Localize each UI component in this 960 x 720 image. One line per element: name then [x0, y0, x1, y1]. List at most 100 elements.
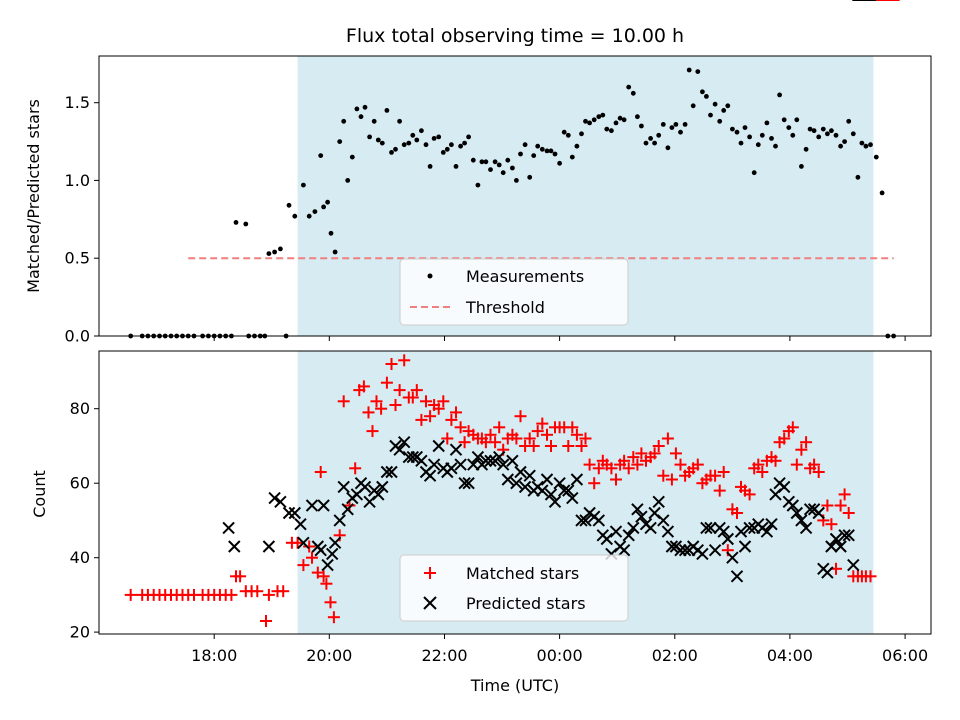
top-axes-frame: [98, 55, 932, 337]
predicted-star-point: [523, 469, 536, 482]
predicted-star-point: [838, 529, 851, 542]
predicted-star-point: [627, 521, 640, 535]
predicted-star-point: [834, 540, 847, 553]
predicted-star-point: [294, 517, 307, 531]
bottom-x-tick-label: 02:00: [652, 646, 698, 665]
measurement-point: [799, 164, 804, 169]
measurement-point: [548, 148, 554, 154]
legend-predicted-label: Predicted stars: [466, 594, 586, 613]
matched-star-point: [291, 536, 304, 549]
measurement-point: [738, 140, 744, 146]
measurement-point: [660, 122, 666, 127]
measurement-point: [272, 249, 277, 255]
measurement-point: [332, 249, 338, 255]
predicted-star-point: [743, 521, 756, 535]
predicted-star-point: [449, 443, 463, 456]
measurement-point: [678, 129, 683, 135]
legend-measurements-marker: [427, 273, 433, 279]
predicted-star-point: [704, 521, 717, 535]
measurement-point: [682, 122, 688, 127]
measurement-point: [833, 132, 839, 138]
measurement-point: [721, 108, 727, 113]
matched-star-point: [493, 421, 506, 434]
matched-star-point: [790, 458, 803, 471]
top-x-ticks: [213, 336, 906, 341]
predicted-star-point: [393, 443, 406, 456]
measurement-point: [466, 134, 471, 140]
legend-predicted-marker: [423, 596, 437, 610]
predicted-star-point: [510, 476, 523, 490]
matched-star-point: [441, 432, 454, 445]
measurement-point: [587, 120, 592, 126]
predicted-star-point: [518, 480, 532, 494]
measurement-point: [233, 220, 239, 225]
measurement-point: [419, 128, 424, 134]
top-y-ticks: 0.0 0.5 1.0 1.5: [65, 93, 99, 346]
measurement-point: [695, 69, 701, 74]
predicted-star-point: [847, 558, 860, 572]
matched-star-point: [808, 458, 821, 471]
predicted-star-point: [548, 495, 562, 509]
measurement-point: [859, 140, 865, 146]
matched-star-point: [420, 395, 432, 408]
matched-star-point: [665, 473, 678, 486]
matched-star-point: [514, 410, 527, 423]
matched-star-point: [691, 458, 704, 471]
matched-star-point: [709, 469, 722, 482]
predicted-star-point: [314, 543, 327, 557]
matched-star-point: [531, 425, 544, 438]
measurement-point: [531, 153, 537, 159]
measurement-point: [354, 106, 360, 112]
matched-star-point: [661, 432, 674, 445]
predicted-star-point: [380, 465, 394, 479]
bottom-y-tick-label: 60: [70, 474, 90, 493]
measurement-point: [539, 146, 545, 152]
top-y-tick-label: 0.5: [65, 249, 90, 268]
matched-star-point: [821, 499, 834, 512]
measurement-point: [764, 120, 770, 126]
measurement-point: [475, 182, 481, 188]
measurement-point: [488, 167, 493, 173]
matched-star-point: [398, 354, 411, 367]
predicted-star-point: [592, 514, 606, 527]
measurement-point: [781, 117, 787, 123]
bottom-x-tick-label: 04:00: [767, 646, 813, 665]
measurement-point: [630, 90, 636, 96]
measurement-point: [286, 202, 292, 208]
predicted-star-point: [842, 529, 855, 542]
matched-star-point: [592, 462, 605, 475]
matched-star-point: [389, 399, 402, 411]
measurement-point: [243, 221, 249, 227]
predicted-star-point: [514, 465, 527, 479]
measurement-point: [337, 139, 343, 145]
matched-star-point: [260, 615, 272, 627]
bottom-x-tick-label: 06:00: [882, 646, 928, 665]
matched-star-point: [349, 462, 362, 475]
matched-star-point: [320, 577, 333, 590]
measurement-point: [522, 142, 528, 148]
bottom-x-tick-label: 00:00: [537, 646, 583, 665]
measurement-point: [769, 136, 774, 141]
predicted-star-point: [445, 462, 458, 475]
matched-star-point: [731, 507, 743, 519]
predicted-star-point: [427, 458, 441, 471]
predicted-star-point: [635, 510, 648, 523]
predicted-star-point: [268, 491, 281, 505]
measurement-point: [609, 128, 614, 134]
measurement-point: [401, 142, 407, 148]
matched-star-point: [327, 611, 340, 624]
predicted-star-point: [696, 547, 709, 561]
matched-star-point: [605, 462, 618, 475]
matched-star-point: [380, 376, 393, 389]
measurement-point: [794, 117, 800, 123]
measurement-point: [686, 67, 692, 73]
matched-star-point: [838, 488, 851, 501]
measurement-point: [786, 125, 792, 130]
predicted-star-point: [506, 454, 519, 468]
matched-star-point: [674, 458, 687, 471]
measurement-point: [626, 84, 632, 90]
legend-measurements-label: Measurements: [466, 267, 584, 286]
matched-star-point: [786, 421, 799, 434]
measurement-point: [427, 164, 433, 169]
measurement-point: [462, 140, 467, 146]
